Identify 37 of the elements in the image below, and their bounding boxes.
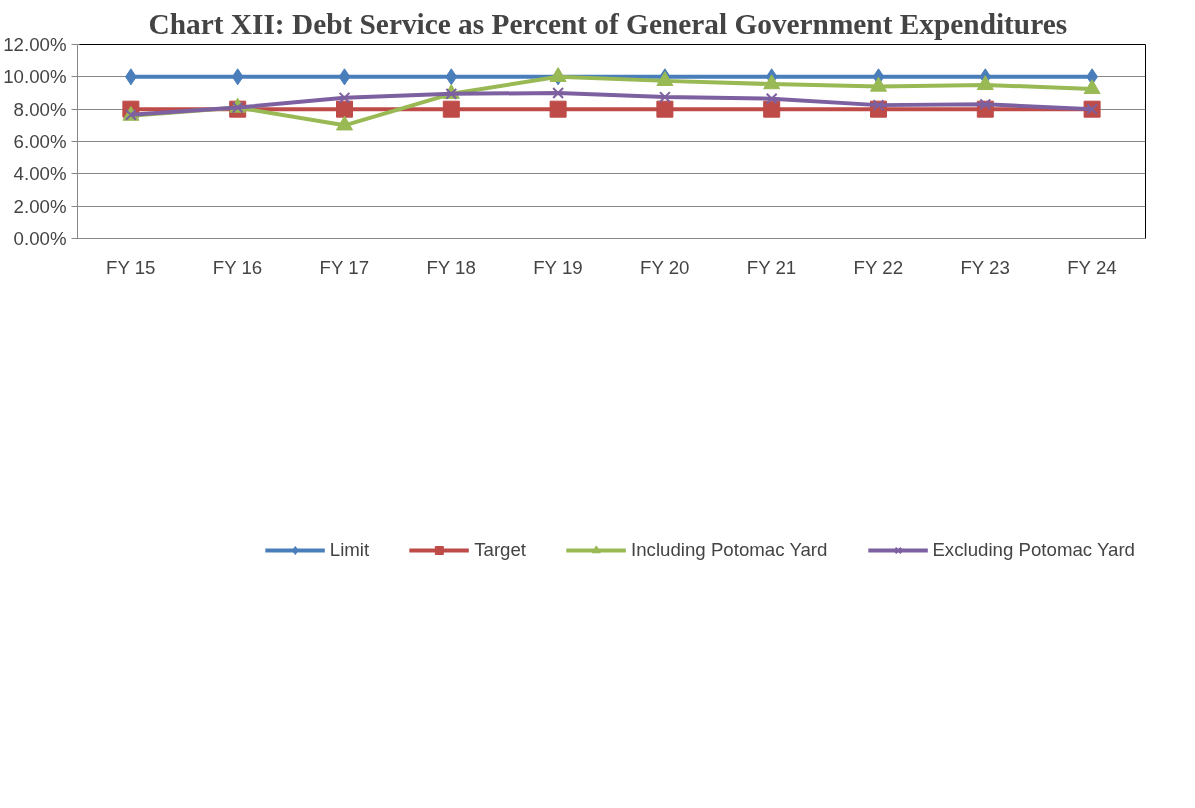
- x-tick-label: FY 22: [853, 256, 904, 278]
- legend-label: Target: [474, 539, 527, 561]
- point: [656, 100, 674, 118]
- point: [976, 75, 994, 91]
- y-tick-label: 10.00%: [3, 66, 67, 88]
- x-tick-label: FY 16: [212, 256, 263, 278]
- y-tick-label: 6.00%: [13, 131, 67, 152]
- point: [445, 68, 458, 86]
- y-tick-label: 8.00%: [13, 98, 67, 120]
- point: [658, 91, 671, 103]
- y-tick-label: 0.00%: [13, 228, 67, 249]
- point: [231, 68, 244, 86]
- x-tick-label: FY 24: [1067, 256, 1117, 278]
- x-tick-label: FY 23: [960, 256, 1010, 278]
- point: [338, 68, 351, 86]
- x-tick-label: FY 15: [106, 256, 156, 278]
- x-tick-label: FY 18: [426, 256, 476, 278]
- point: [336, 100, 353, 118]
- x-tick-label: FY 17: [319, 256, 370, 278]
- point: [763, 100, 781, 118]
- point: [442, 100, 460, 118]
- point: [552, 87, 565, 99]
- point: [549, 100, 567, 118]
- point: [765, 92, 778, 105]
- x-tick-label: FY 20: [640, 256, 690, 278]
- legend-label: Excluding Potomac Yard: [932, 539, 1135, 561]
- y-tick-label: 12.00%: [3, 34, 67, 55]
- chart-title: Chart XII: Debt Service as Percent of General Government Expenditures: [148, 7, 1068, 40]
- y-tick-label: 2.00%: [13, 195, 67, 217]
- legend-label: Including Potomac Yard: [631, 539, 828, 561]
- point: [1083, 79, 1101, 95]
- point: [336, 115, 353, 131]
- point: [338, 91, 351, 104]
- y-tick-label: 4.00%: [13, 163, 67, 185]
- legend-label: Limit: [329, 539, 370, 561]
- x-tick-label: FY 19: [533, 256, 583, 278]
- x-tick-label: FY 21: [746, 256, 797, 278]
